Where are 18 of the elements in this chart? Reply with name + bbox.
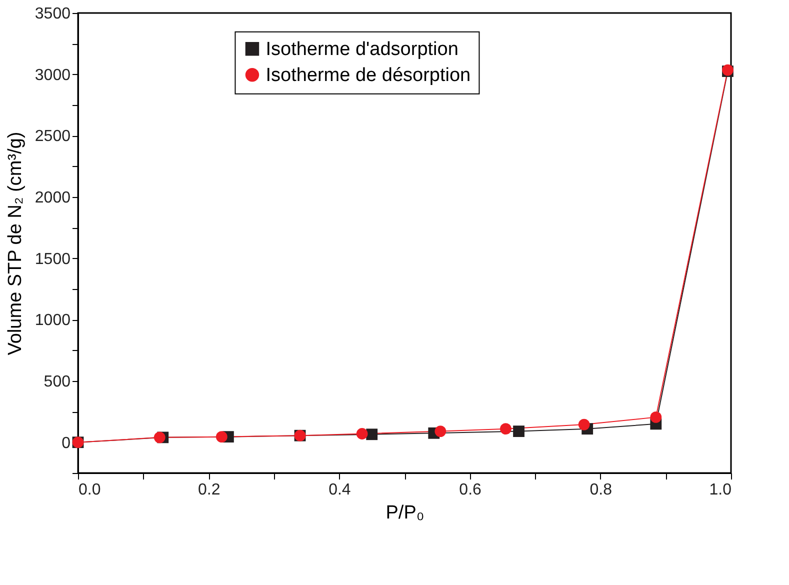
x-axis-title: P/P₀ xyxy=(386,502,424,524)
x-tick-label: 1.0 xyxy=(709,482,732,498)
y-tick-label: 3000 xyxy=(34,66,71,84)
x-tick-label: 0.6 xyxy=(459,482,482,498)
y-tick-label: 0 xyxy=(62,434,71,452)
x-tick-label: 0.2 xyxy=(198,482,220,498)
y-tick-label: 3500 xyxy=(34,6,71,22)
y-tick-label: 1000 xyxy=(34,312,71,330)
y-tick-label: 2500 xyxy=(34,128,71,146)
x-tick-label: 0.8 xyxy=(590,482,612,498)
y-tick-label: 500 xyxy=(44,374,71,390)
x-tick-label: 0.0 xyxy=(78,482,101,498)
y-tick-label: 1500 xyxy=(34,250,71,268)
y-axis-title: Volume STP de N₂ (cm³/g) xyxy=(4,132,26,356)
legend-label: Isotherme de désorption xyxy=(266,64,471,86)
x-tick-label: 0.4 xyxy=(328,482,351,498)
legend-label: Isotherme d'adsorption xyxy=(266,38,458,60)
y-tick-label: 2000 xyxy=(34,190,71,206)
